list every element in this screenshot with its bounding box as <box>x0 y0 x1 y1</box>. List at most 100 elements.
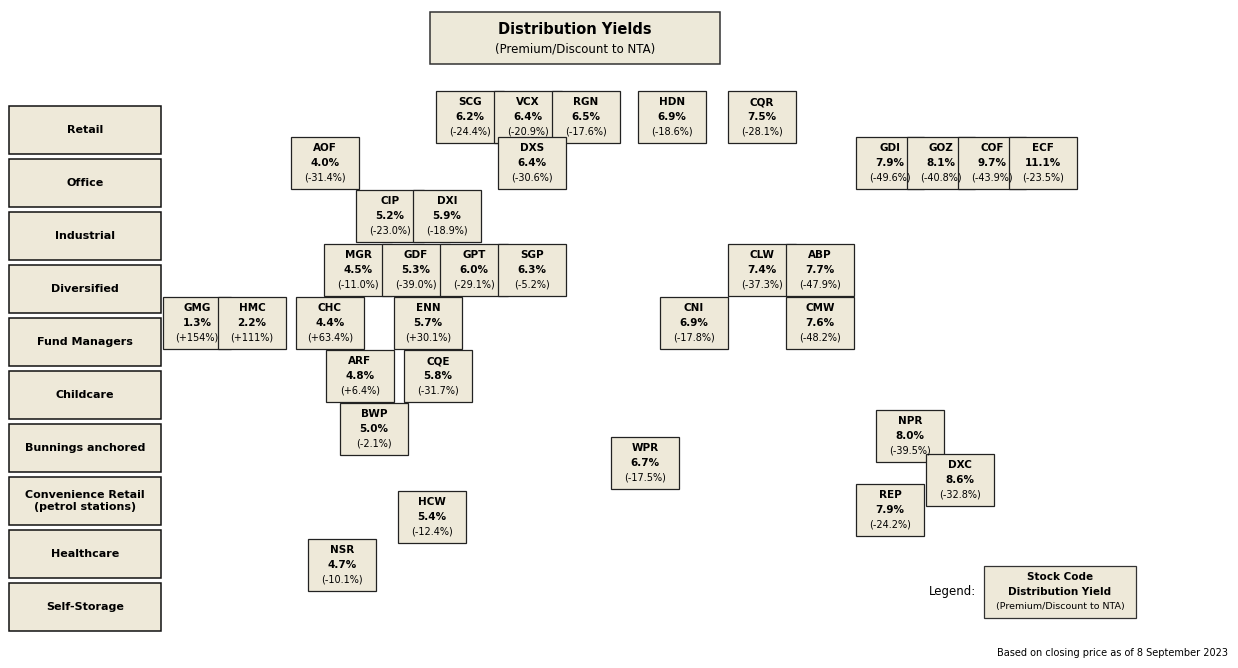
Text: HDN: HDN <box>659 97 685 107</box>
Text: CNI: CNI <box>683 303 704 313</box>
Text: GMG: GMG <box>183 303 210 313</box>
Text: MGR: MGR <box>344 250 371 260</box>
Text: (-18.9%): (-18.9%) <box>426 226 468 236</box>
Text: Distribution Yield: Distribution Yield <box>1009 587 1112 597</box>
Text: GDI: GDI <box>879 143 900 153</box>
FancyBboxPatch shape <box>855 484 924 536</box>
Text: HCW: HCW <box>418 497 446 507</box>
FancyBboxPatch shape <box>413 190 482 242</box>
FancyBboxPatch shape <box>430 12 721 64</box>
Text: Healthcare: Healthcare <box>51 549 119 559</box>
Text: 6.3%: 6.3% <box>517 265 546 275</box>
Text: (-11.0%): (-11.0%) <box>337 280 379 290</box>
Text: Fund Managers: Fund Managers <box>37 337 132 347</box>
Text: 6.9%: 6.9% <box>680 318 708 328</box>
FancyBboxPatch shape <box>9 106 161 154</box>
Text: (-10.1%): (-10.1%) <box>321 575 363 585</box>
Text: (-39.0%): (-39.0%) <box>395 280 437 290</box>
Text: 5.3%: 5.3% <box>401 265 431 275</box>
Text: (-24.2%): (-24.2%) <box>869 520 911 530</box>
Text: RGN: RGN <box>573 97 599 107</box>
Text: 5.9%: 5.9% <box>432 211 462 221</box>
FancyBboxPatch shape <box>552 91 620 143</box>
FancyBboxPatch shape <box>498 244 566 296</box>
Text: (-20.9%): (-20.9%) <box>508 127 548 137</box>
Text: Legend:: Legend: <box>928 585 976 599</box>
Text: (+63.4%): (+63.4%) <box>307 333 353 343</box>
FancyBboxPatch shape <box>397 491 465 543</box>
Text: Distribution Yields: Distribution Yields <box>498 21 652 37</box>
Text: (-37.3%): (-37.3%) <box>742 280 782 290</box>
Text: (-23.0%): (-23.0%) <box>369 226 411 236</box>
Text: GPT: GPT <box>462 250 485 260</box>
Text: 5.0%: 5.0% <box>359 424 389 434</box>
FancyBboxPatch shape <box>326 350 394 402</box>
Text: DXS: DXS <box>520 143 543 153</box>
FancyBboxPatch shape <box>786 297 854 349</box>
Text: (+30.1%): (+30.1%) <box>405 333 451 343</box>
Text: (-18.6%): (-18.6%) <box>651 127 693 137</box>
Text: (+154%): (+154%) <box>176 333 219 343</box>
Text: (+6.4%): (+6.4%) <box>340 386 380 396</box>
Text: NPR: NPR <box>898 416 922 426</box>
Text: ARF: ARF <box>348 356 371 366</box>
FancyBboxPatch shape <box>9 583 161 631</box>
Text: REP: REP <box>879 490 901 500</box>
Text: (-17.5%): (-17.5%) <box>624 473 666 483</box>
FancyBboxPatch shape <box>728 91 796 143</box>
Text: 7.9%: 7.9% <box>875 158 905 168</box>
FancyBboxPatch shape <box>877 410 945 462</box>
FancyBboxPatch shape <box>436 91 504 143</box>
Text: SCG: SCG <box>458 97 482 107</box>
Text: (-24.4%): (-24.4%) <box>449 127 491 137</box>
FancyBboxPatch shape <box>9 530 161 578</box>
FancyBboxPatch shape <box>494 91 562 143</box>
Text: Based on closing price as of 8 September 2023: Based on closing price as of 8 September… <box>997 648 1228 658</box>
FancyBboxPatch shape <box>9 159 161 207</box>
Text: 5.2%: 5.2% <box>375 211 405 221</box>
FancyBboxPatch shape <box>296 297 364 349</box>
FancyBboxPatch shape <box>324 244 392 296</box>
Text: (-31.4%): (-31.4%) <box>305 173 345 183</box>
Text: (-28.1%): (-28.1%) <box>742 127 782 137</box>
FancyBboxPatch shape <box>9 424 161 472</box>
FancyBboxPatch shape <box>728 244 796 296</box>
FancyBboxPatch shape <box>383 244 449 296</box>
Text: (-43.9%): (-43.9%) <box>971 173 1013 183</box>
FancyBboxPatch shape <box>786 244 854 296</box>
Text: 4.5%: 4.5% <box>343 265 373 275</box>
Text: Diversified: Diversified <box>51 284 119 294</box>
FancyBboxPatch shape <box>9 265 161 313</box>
Text: Retail: Retail <box>67 125 103 135</box>
Text: (-40.8%): (-40.8%) <box>920 173 962 183</box>
FancyBboxPatch shape <box>926 454 994 506</box>
Text: ABP: ABP <box>808 250 832 260</box>
Text: 7.4%: 7.4% <box>748 265 776 275</box>
Text: 6.9%: 6.9% <box>657 112 686 122</box>
FancyBboxPatch shape <box>340 403 409 455</box>
Text: 5.8%: 5.8% <box>423 371 453 381</box>
FancyBboxPatch shape <box>498 137 566 189</box>
Text: COF: COF <box>980 143 1004 153</box>
Text: (Premium/Discount to NTA): (Premium/Discount to NTA) <box>995 603 1124 611</box>
Text: (+111%): (+111%) <box>230 333 274 343</box>
FancyBboxPatch shape <box>404 350 472 402</box>
Text: 4.0%: 4.0% <box>311 158 339 168</box>
Text: GOZ: GOZ <box>928 143 953 153</box>
Text: Self-Storage: Self-Storage <box>46 602 124 612</box>
FancyBboxPatch shape <box>660 297 728 349</box>
Text: 7.5%: 7.5% <box>748 112 776 122</box>
Text: 9.7%: 9.7% <box>978 158 1006 168</box>
Text: SGP: SGP <box>520 250 543 260</box>
Text: CQR: CQR <box>750 97 774 107</box>
FancyBboxPatch shape <box>1009 137 1077 189</box>
Text: 6.4%: 6.4% <box>514 112 542 122</box>
Text: VCX: VCX <box>516 97 540 107</box>
Text: HMC: HMC <box>239 303 265 313</box>
Text: 2.2%: 2.2% <box>238 318 266 328</box>
Text: ENN: ENN <box>416 303 441 313</box>
Text: (-39.5%): (-39.5%) <box>889 446 931 456</box>
Text: 6.7%: 6.7% <box>630 458 660 468</box>
Text: CQE: CQE <box>426 356 449 366</box>
Text: WPR: WPR <box>631 443 659 453</box>
